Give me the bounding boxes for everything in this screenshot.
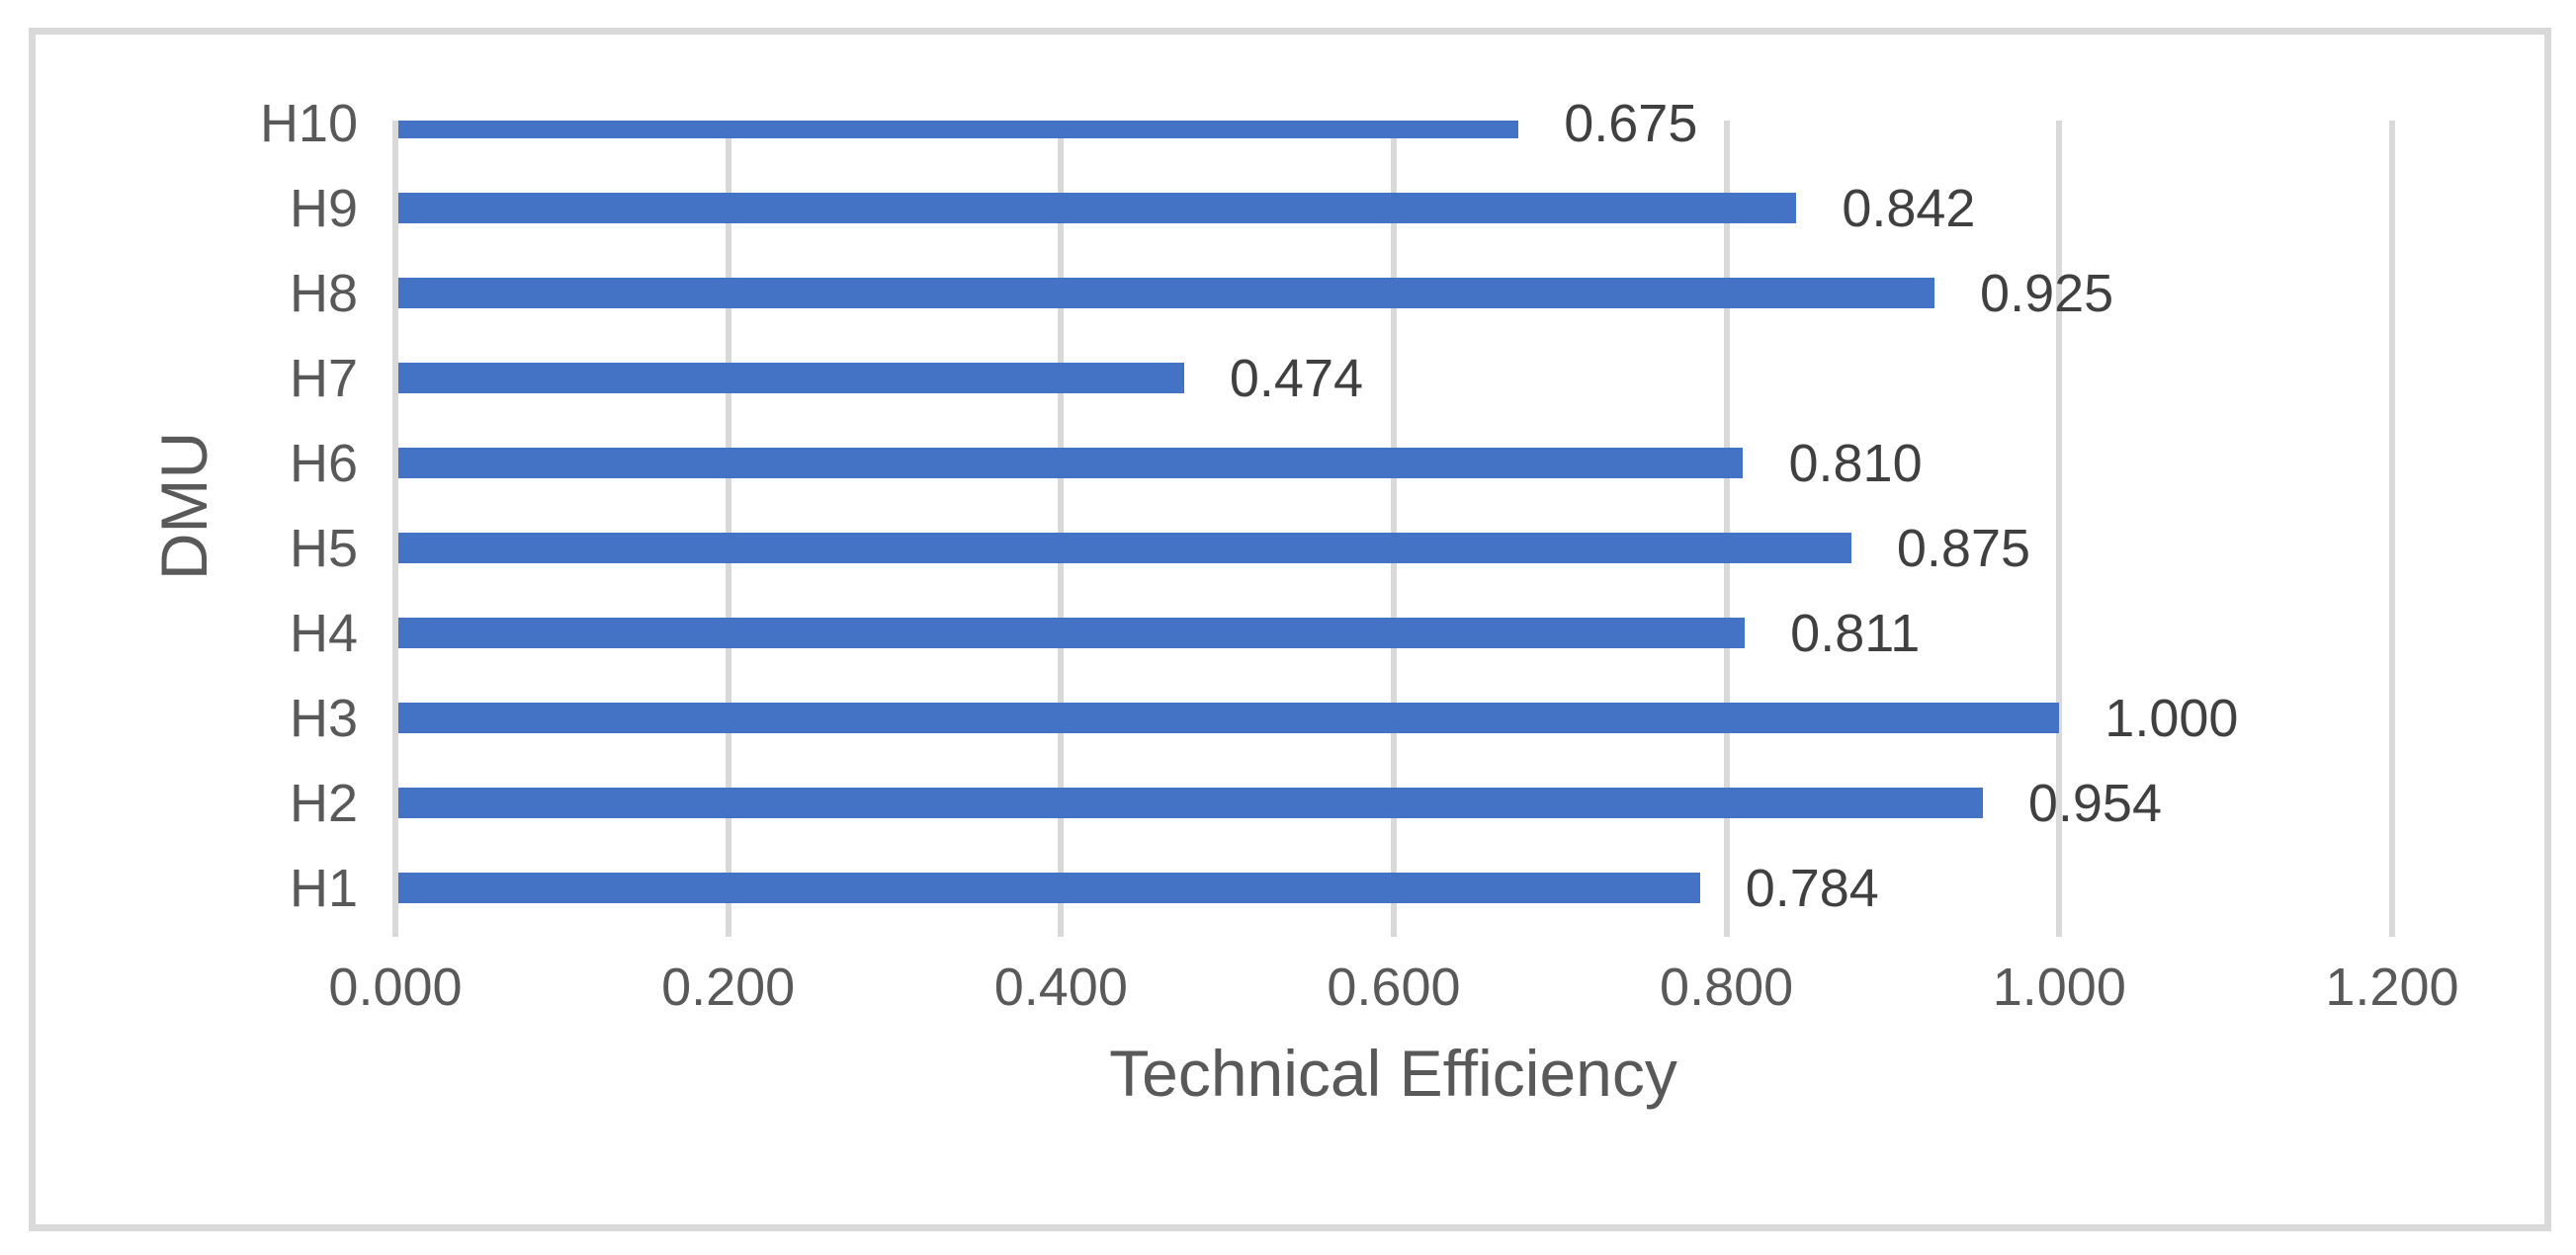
data-label-H8: 0.925 (1980, 263, 2114, 323)
data-label-H6: 0.810 (1788, 433, 1923, 493)
data-label-H3: 1.000 (2104, 688, 2239, 748)
category-label-H10: H10 (259, 93, 358, 153)
category-label-H3: H3 (289, 688, 358, 748)
x-tick-1.000: 1.000 (1992, 958, 2126, 1017)
x-tick-0.200: 0.200 (661, 958, 796, 1017)
bar-H4 (398, 618, 1746, 648)
data-label-H5: 0.875 (1896, 518, 2031, 578)
x-tick-1.200: 1.200 (2325, 958, 2459, 1017)
category-label-H2: H2 (289, 773, 358, 833)
category-label-H8: H8 (289, 263, 358, 323)
gridline-1.200 (2388, 121, 2395, 937)
bar-H1 (398, 873, 1700, 903)
x-tick-0.400: 0.400 (993, 958, 1128, 1017)
gridline-0.600 (1390, 121, 1397, 937)
category-axis-line (392, 121, 398, 937)
y-axis-title: DMU (147, 431, 220, 581)
chart-outer-border (29, 28, 2551, 1231)
data-label-H7: 0.474 (1229, 348, 1364, 408)
data-label-H10: 0.675 (1564, 93, 1698, 153)
gridline-0.200 (725, 121, 731, 937)
bar-H9 (398, 193, 1797, 223)
category-label-H7: H7 (289, 348, 358, 408)
bar-H7 (398, 363, 1184, 393)
x-axis-title: Technical Efficiency (1109, 1037, 1677, 1110)
bar-H8 (398, 278, 1935, 308)
category-label-H1: H1 (289, 858, 358, 918)
bar-H2 (398, 788, 1983, 818)
category-label-H5: H5 (289, 518, 358, 578)
gridline-1.000 (2056, 121, 2063, 937)
bar-H3 (398, 703, 2060, 733)
data-label-H2: 0.954 (2027, 773, 2162, 833)
data-label-H1: 0.784 (1745, 858, 1879, 918)
x-tick-0.600: 0.600 (1327, 958, 1461, 1017)
bar-H5 (398, 533, 1851, 563)
gridline-0.400 (1058, 121, 1065, 937)
category-label-H6: H6 (289, 433, 358, 493)
bar-H6 (398, 448, 1744, 478)
data-label-H9: 0.842 (1842, 178, 1976, 238)
category-label-H9: H9 (289, 178, 358, 238)
data-label-H4: 0.811 (1790, 603, 1921, 663)
x-tick-0.000: 0.000 (328, 958, 463, 1017)
category-label-H4: H4 (289, 603, 358, 663)
bar-H10 (398, 121, 1519, 138)
gridline-0.800 (1723, 121, 1730, 937)
x-tick-0.800: 0.800 (1660, 958, 1794, 1017)
